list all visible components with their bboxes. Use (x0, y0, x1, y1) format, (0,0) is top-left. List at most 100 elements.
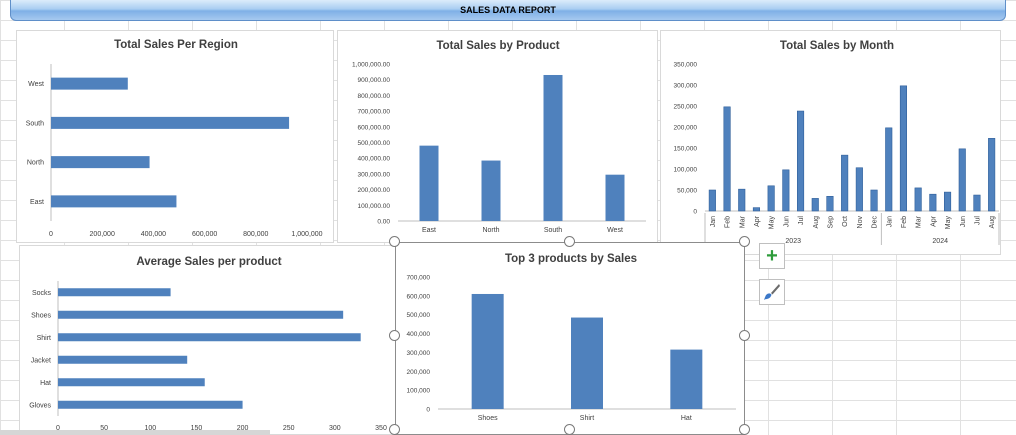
tick-label-average: 100 (144, 425, 156, 432)
resize-handle-bottom-middle[interactable] (564, 424, 575, 435)
resize-handle-bottom-right[interactable] (739, 424, 750, 435)
category-label-average-jacket: Jacket (31, 357, 51, 364)
tick-label-region: 800,000 (243, 231, 268, 238)
bar-month-5 (782, 169, 790, 212)
bar-average-gloves (58, 400, 243, 409)
tick-label-product: 100,000.00 (357, 203, 390, 210)
bar-month-17 (958, 148, 966, 212)
tick-label-month: 150,000 (674, 146, 698, 153)
chart-total-sales-by-month[interactable]: Total Sales by Month Jan Feb Mar Apr May Jun Ju… (660, 30, 1001, 255)
chart-svg-average: Average Sales per product Socks Shoes Shirt… (29, 256, 387, 432)
category-label-top3-shirt: Shirt (580, 415, 594, 422)
bar-month-7 (811, 198, 819, 212)
tick-label-top3: 300,000 (407, 350, 431, 357)
tick-label-top3: 600,000 (407, 293, 431, 300)
resize-handle-middle-right[interactable] (739, 330, 750, 341)
resize-handle-top-left[interactable] (389, 236, 400, 247)
category-label-month-16: May (945, 216, 952, 230)
resize-handle-top-right[interactable] (739, 236, 750, 247)
category-label-region-south: South (26, 120, 44, 127)
group-label-2023: 2023 (785, 238, 801, 245)
tick-label-product: 400,000.00 (357, 156, 390, 163)
bar-region-south (51, 116, 290, 129)
bar-month-9 (841, 154, 849, 212)
bar-region-west (51, 77, 128, 90)
bar-product-west (605, 174, 625, 221)
chart-total-sales-by-product[interactable]: Total Sales by Product East North South West… (337, 30, 658, 243)
tick-label-average: 300 (329, 425, 341, 432)
chart-title-month: Total Sales by Month (780, 40, 894, 52)
category-label-month-4: May (769, 216, 776, 230)
tick-label-product: 600,000.00 (357, 124, 390, 131)
chart-svg-region: Total Sales Per Region West South North East… (26, 39, 323, 238)
sheet-scroll-strip (0, 430, 270, 435)
category-label-top3-shoes: Shoes (478, 415, 498, 422)
tick-label-average: 150 (191, 425, 203, 432)
bar-average-jacket (58, 355, 188, 364)
tick-label-top3: 500,000 (407, 312, 431, 319)
tick-label-region: 400,000 (141, 231, 166, 238)
chart-styles-button[interactable] (759, 279, 785, 305)
tick-label-average: 350 (375, 425, 387, 432)
bar-month-19 (988, 138, 996, 212)
bar-average-shoes (58, 310, 344, 319)
tick-label-average: 200 (237, 425, 249, 432)
bar-month-15 (929, 193, 937, 212)
bar-top3-shoes (471, 293, 504, 409)
chart-top-3-products-by-sales[interactable]: Top 3 products by Sales Shoes Shirt Hat 0 100… (395, 242, 745, 435)
bar-month-13 (899, 85, 907, 212)
bar-month-2 (738, 188, 746, 212)
tick-label-month: 50,000 (677, 188, 697, 195)
category-label-month-10: Nov (857, 216, 864, 229)
tick-label-product: 300,000.00 (357, 171, 390, 178)
chart-svg-top3: Top 3 products by Sales Shoes Shirt Hat 0 100… (407, 253, 736, 422)
report-banner: SALES DATA REPORT (10, 0, 1006, 21)
tick-label-product: 0.00 (377, 219, 390, 226)
bar-product-north (481, 160, 501, 221)
category-label-month-13: Feb (901, 216, 908, 228)
chart-elements-button[interactable]: + (759, 243, 785, 269)
category-label-month-14: Mar (916, 215, 923, 228)
category-label-month-15: Apr (930, 215, 937, 227)
tick-label-top3: 0 (426, 407, 430, 414)
category-label-product-south: South (544, 227, 562, 234)
chart-title-region: Total Sales Per Region (114, 39, 238, 51)
chart-total-sales-per-region[interactable]: Total Sales Per Region West South North East… (16, 30, 334, 243)
bar-product-south (543, 74, 563, 221)
tick-label-month: 250,000 (674, 104, 698, 111)
category-label-region-north: North (27, 160, 44, 167)
tick-label-average: 0 (56, 425, 60, 432)
tick-label-product: 500,000.00 (357, 140, 390, 147)
bar-month-4 (767, 185, 775, 212)
bar-month-8 (826, 196, 834, 212)
tick-label-month: 0 (693, 209, 697, 216)
bar-average-hat (58, 378, 205, 387)
bar-average-socks (58, 288, 171, 297)
category-label-month-12: Jan (886, 216, 893, 227)
resize-handle-bottom-left[interactable] (389, 424, 400, 435)
tick-label-top3: 100,000 (407, 388, 431, 395)
bar-month-3 (752, 207, 760, 212)
category-label-month-8: Sep (827, 216, 834, 229)
category-label-average-gloves: Gloves (29, 402, 51, 409)
tick-label-month: 200,000 (674, 125, 698, 132)
resize-handle-middle-left[interactable] (389, 330, 400, 341)
tick-label-month: 300,000 (674, 83, 698, 90)
category-label-month-11: Dec (872, 216, 879, 229)
chart-title-top3: Top 3 products by Sales (505, 253, 637, 265)
chart-average-sales-per-product[interactable]: Average Sales per product Socks Shoes Shirt… (19, 245, 396, 435)
category-label-product-west: West (607, 227, 623, 234)
bar-product-east (419, 145, 439, 221)
category-label-average-socks: Socks (32, 290, 52, 297)
tick-label-region: 200,000 (90, 231, 115, 238)
chart-svg-product: Total Sales by Product East North South West… (352, 40, 646, 234)
category-label-month-3: Apr (754, 215, 761, 227)
bar-month-11 (870, 189, 878, 212)
resize-handle-top-middle[interactable] (564, 236, 575, 247)
category-label-product-north: North (482, 227, 499, 234)
bar-top3-hat (670, 349, 703, 409)
category-label-average-shirt: Shirt (37, 335, 51, 342)
tick-label-product: 800,000.00 (357, 93, 390, 100)
bar-top3-shirt (571, 317, 603, 409)
category-label-top3-hat: Hat (681, 415, 692, 422)
